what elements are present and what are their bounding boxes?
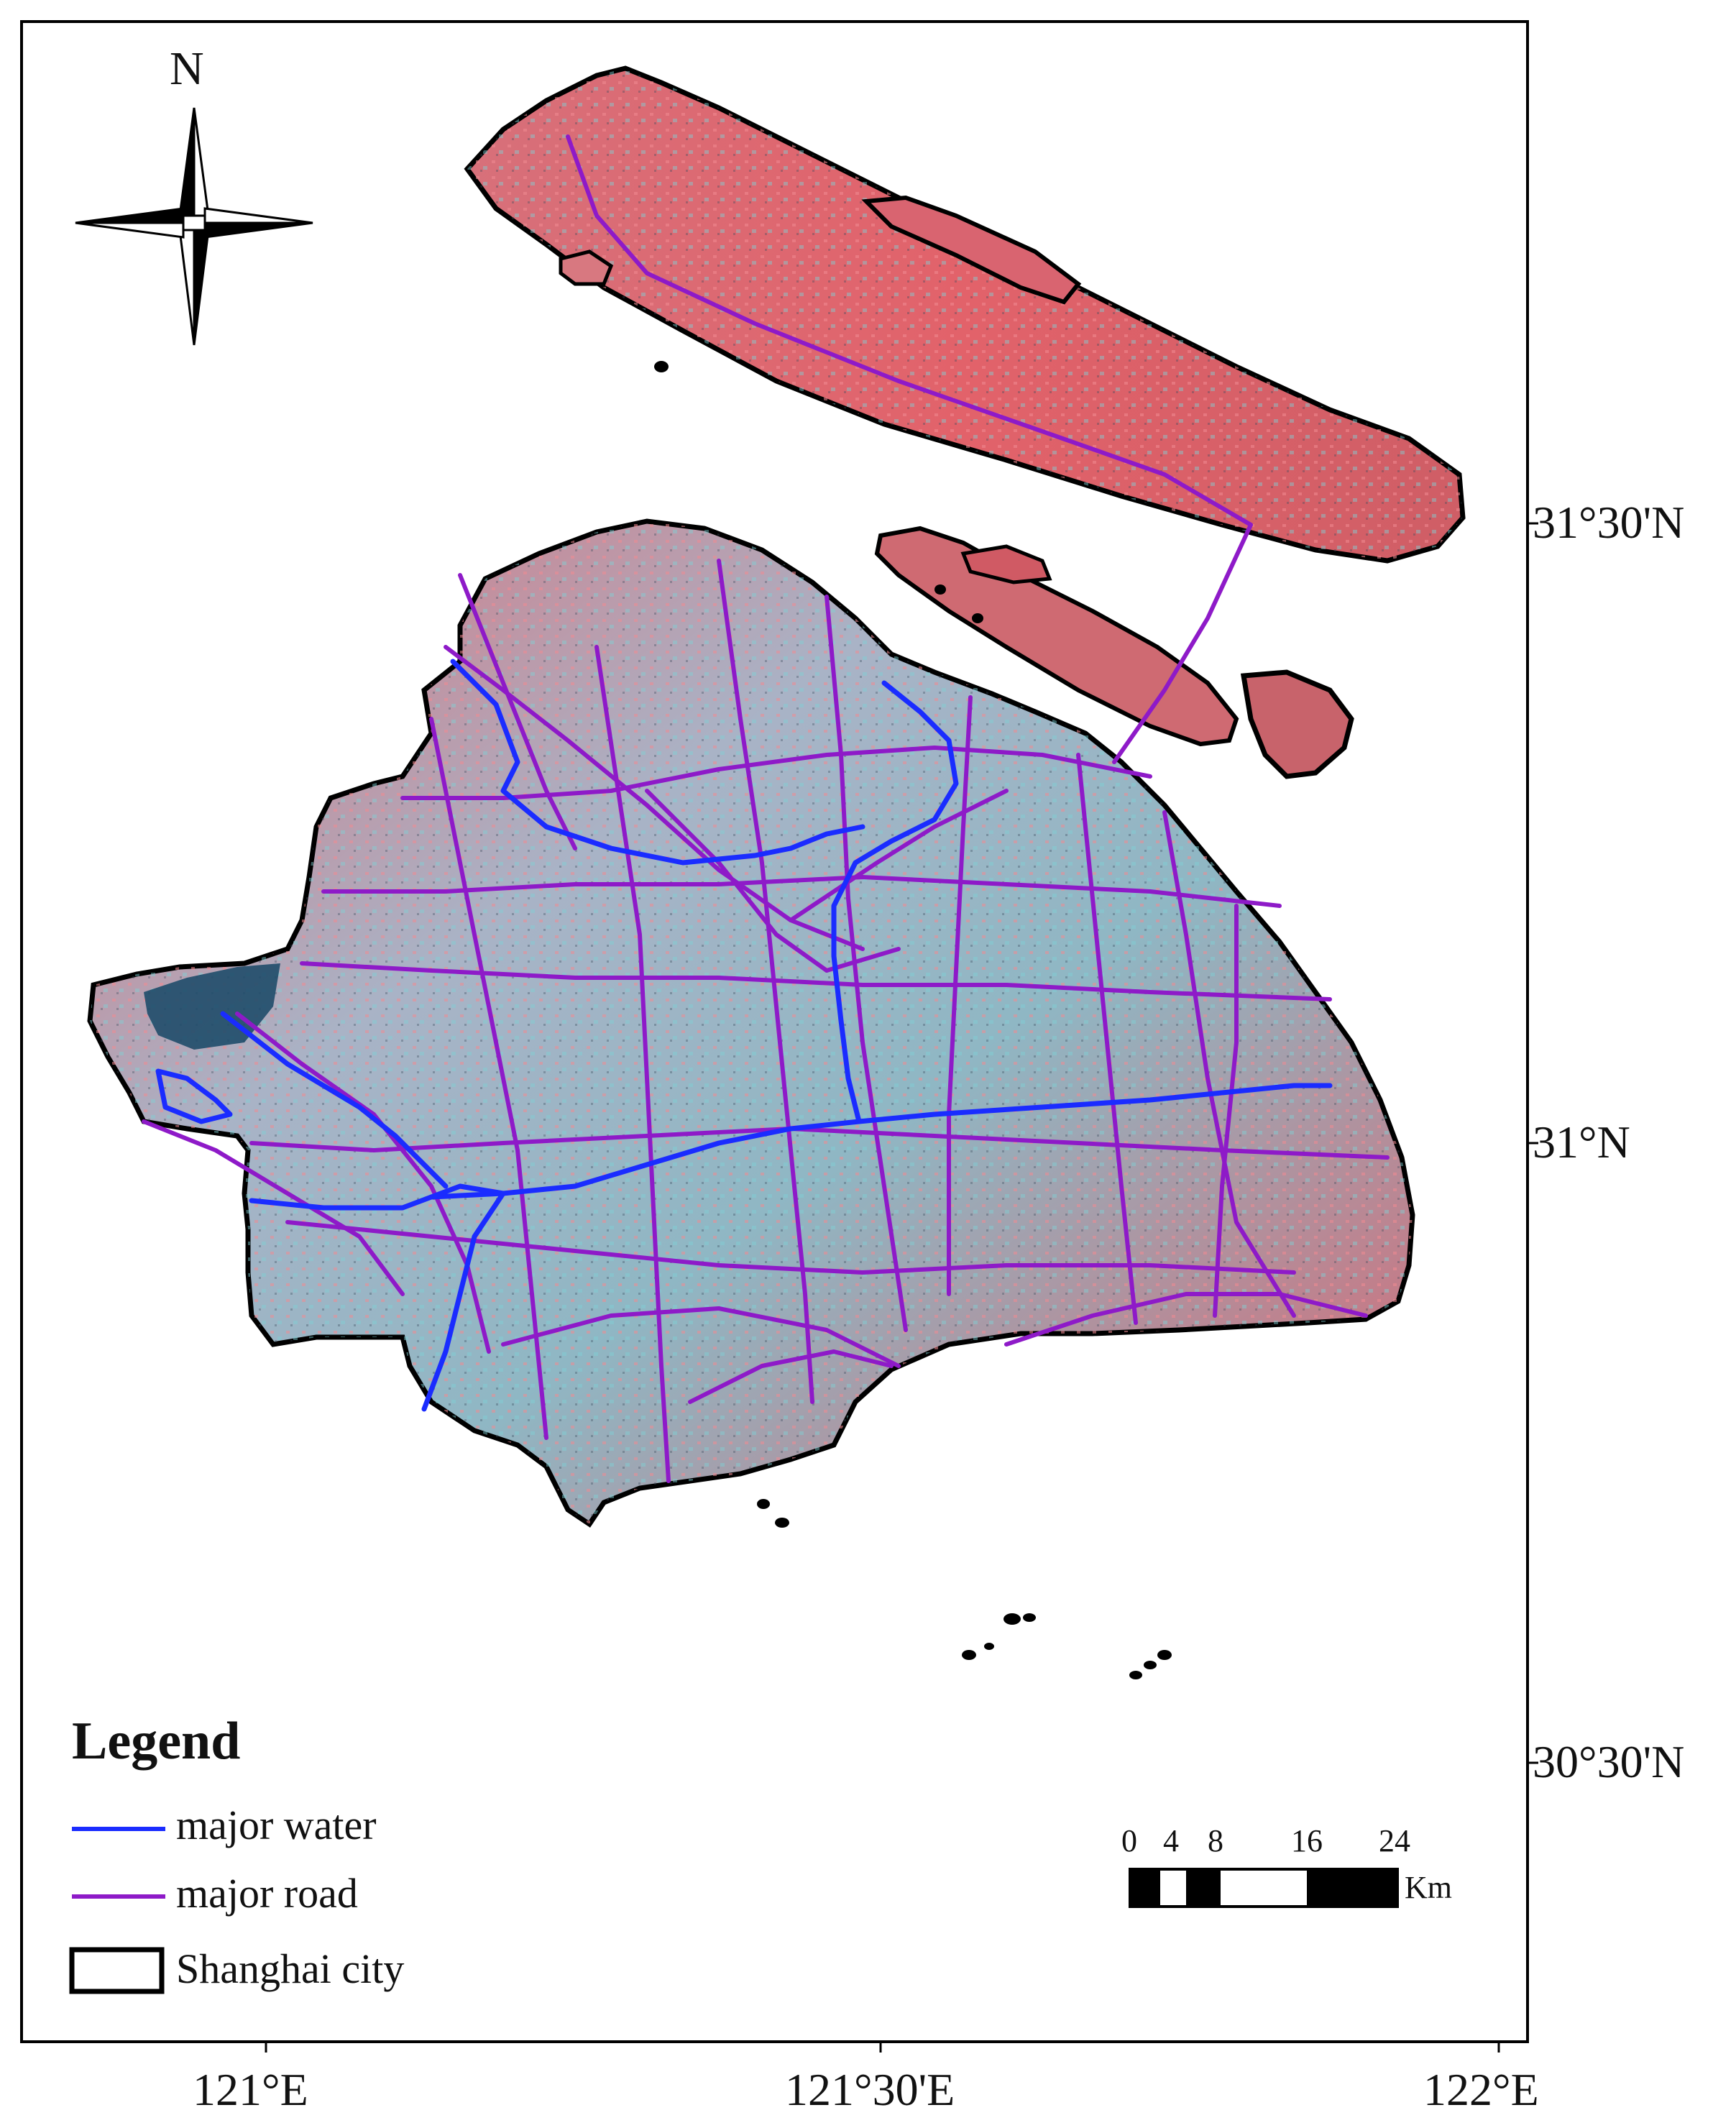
legend-city-box: [69, 1947, 165, 1994]
scale-bar: [1129, 1868, 1399, 1908]
islet-north-1: [861, 195, 1082, 305]
chongming-texture: [467, 68, 1463, 561]
north-arrow-icon: [75, 107, 313, 346]
islet-dot-3: [972, 613, 983, 623]
hengsha-island: [1240, 669, 1354, 779]
lon-tick-marks: [265, 2042, 1500, 2053]
scale-label-24: 24: [1379, 1823, 1410, 1858]
islet-dot-1: [654, 361, 669, 372]
scale-label-0: 0: [1121, 1823, 1137, 1858]
map-frame: [20, 20, 1529, 2043]
lat-tick-31n: 31°N: [1533, 1116, 1630, 1168]
major-water: [155, 659, 1333, 1412]
legend-item-major-road: major road: [176, 1870, 358, 1917]
southern-islets: [757, 1499, 1172, 1679]
lon-tick-122e: 122°E: [1423, 2064, 1539, 2115]
lat-tick-marks: [1528, 522, 1538, 1764]
islet-dot-2: [934, 584, 946, 595]
scale-label-4: 4: [1163, 1823, 1179, 1858]
lon-tick-121-30e: 121°30'E: [785, 2064, 955, 2115]
changxing-islet: [960, 544, 1052, 584]
legend-title: Legend: [72, 1712, 241, 1771]
north-label: N: [170, 42, 204, 95]
scale-label-8: 8: [1208, 1823, 1223, 1858]
legend-item-shanghai-city: Shanghai city: [176, 1945, 405, 1992]
lat-tick-31-30n: 31°30'N: [1533, 497, 1685, 548]
lon-tick-121e: 121°E: [193, 2064, 308, 2115]
lat-tick-30-30n: 30°30'N: [1533, 1736, 1685, 1787]
islet-north-2: [559, 249, 614, 286]
scale-label-16: 16: [1291, 1823, 1323, 1858]
legend-item-major-water: major water: [176, 1802, 377, 1848]
scale-unit: Km: [1405, 1870, 1452, 1905]
dianshan-lake: [144, 963, 280, 1050]
